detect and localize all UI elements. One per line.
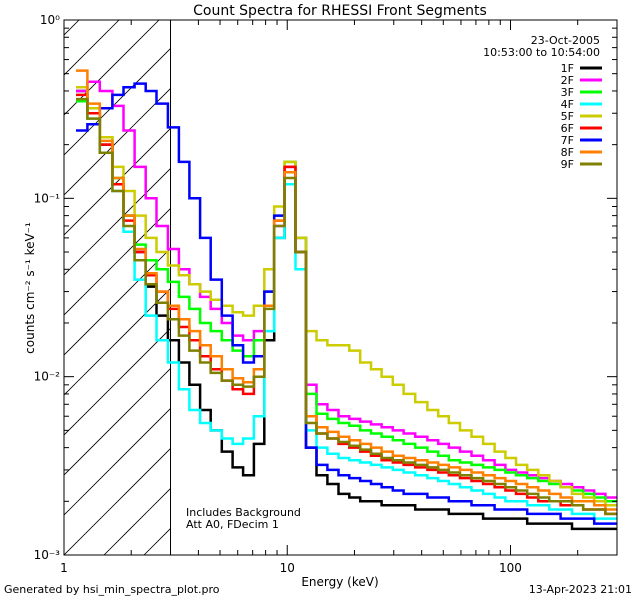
- hatch-line: [64, 247, 171, 356]
- series-line-5F: [76, 85, 617, 507]
- spectra-series: [76, 69, 617, 531]
- hatch-line: [64, 367, 171, 476]
- series-line-2F: [76, 80, 617, 499]
- hatch-line: [64, 20, 80, 36]
- plot-frame: [63, 19, 618, 556]
- hatch-line: [64, 447, 171, 555]
- y-axis-label: counts cm⁻² s⁻¹ keV⁻¹: [23, 222, 37, 354]
- hatch-line: [64, 20, 160, 116]
- hatch-line: [64, 207, 171, 316]
- x-tick-label: 100: [499, 561, 522, 575]
- generated-by-footer: Generated by hsi_min_spectra_plot.pro: [4, 583, 220, 596]
- legend-label-7F: 7F: [561, 134, 574, 147]
- y-tick-label: 10⁻²: [34, 370, 61, 384]
- hatch-line: [64, 407, 171, 516]
- hatch-line: [64, 327, 171, 436]
- legend-label-9F: 9F: [561, 158, 574, 171]
- hatch-line: [64, 87, 171, 196]
- x-axis-label: Energy (keV): [301, 575, 378, 589]
- y-axis: 10⁻³ 10⁻² 10⁻¹ 10⁰: [34, 13, 617, 562]
- legend-label-2F: 2F: [561, 74, 574, 87]
- hatch-line: [103, 487, 171, 555]
- legend-label-5F: 5F: [561, 110, 574, 123]
- series-line-4F: [76, 85, 617, 520]
- date-label: 23-Oct-2005: [531, 34, 600, 47]
- annotation-attenuator: Att A0, FDecim 1: [186, 518, 279, 531]
- x-tick-label: 1: [60, 561, 68, 575]
- timestamp-footer: 13-Apr-2023 21:01: [528, 583, 632, 596]
- series-line-3F: [76, 100, 617, 503]
- series-line-9F: [76, 97, 617, 516]
- legend-label-8F: 8F: [561, 146, 574, 159]
- hatch-line: [64, 47, 171, 156]
- series-line-1F: [76, 89, 617, 531]
- annotation-background: Includes Background: [186, 506, 301, 519]
- y-tick-label: 10⁰: [40, 13, 60, 27]
- hatch-line: [64, 167, 171, 276]
- series-line-7F: [76, 82, 617, 525]
- excluded-energy-hatch: [64, 20, 171, 555]
- hatch-line: [64, 287, 171, 396]
- x-axis: 1 10 100: [60, 20, 618, 575]
- chart-title: Count Spectra for RHESSI Front Segments: [193, 3, 487, 19]
- x-tick-label: 10: [280, 561, 295, 575]
- time-range-label: 10:53:00 to 10:54:00: [483, 46, 600, 59]
- y-tick-label: 10⁻¹: [34, 191, 61, 205]
- hatch-line: [64, 20, 120, 76]
- y-tick-label: 10⁻³: [34, 548, 61, 562]
- legend-label-6F: 6F: [561, 122, 574, 135]
- hatch-line: [64, 127, 171, 236]
- legend-label-3F: 3F: [561, 86, 574, 99]
- legend-label-1F: 1F: [561, 62, 574, 75]
- legend-label-4F: 4F: [561, 98, 574, 111]
